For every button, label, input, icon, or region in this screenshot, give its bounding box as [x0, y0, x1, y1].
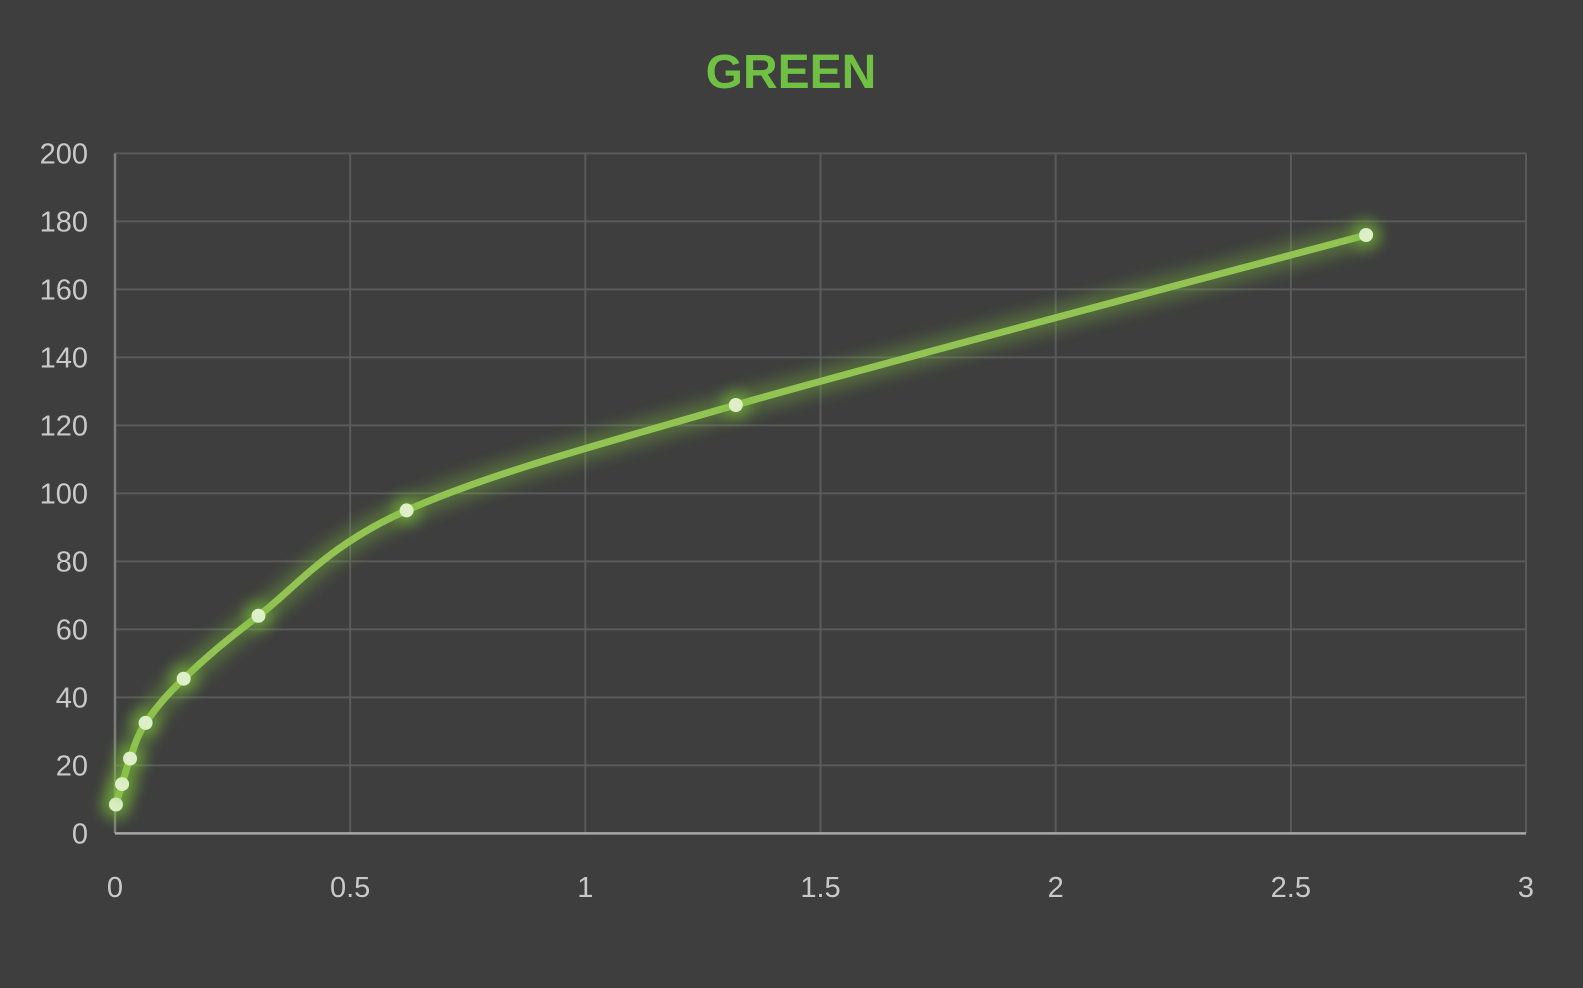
data-point-marker — [108, 797, 123, 812]
y-tick-label: 140 — [40, 342, 88, 374]
x-axis-tick-labels: 0 0.5 1 1.5 2 2.5 3 — [107, 872, 1534, 904]
axis-lines — [113, 153, 1526, 835]
y-axis-tick-labels: 0 20 40 60 80 100 120 140 160 180 200 — [40, 138, 88, 850]
y-tick-label: 120 — [40, 410, 88, 442]
x-tick-label: 0.5 — [330, 872, 370, 904]
data-point-marker — [1359, 228, 1374, 242]
chart-title: GREEN — [706, 46, 877, 99]
y-tick-label: 80 — [56, 546, 88, 578]
y-tick-label: 40 — [56, 682, 88, 714]
data-point-marker — [123, 751, 138, 766]
series-line-glow — [105, 225, 1377, 815]
gridlines — [115, 152, 1527, 834]
x-tick-label: 2.5 — [1271, 872, 1311, 904]
x-tick-label: 1 — [577, 872, 593, 904]
data-point-marker — [138, 715, 153, 730]
y-tick-label: 160 — [40, 274, 88, 306]
data-point-marker — [728, 398, 743, 412]
x-tick-label: 1.5 — [800, 872, 840, 904]
y-tick-label: 200 — [40, 138, 88, 170]
data-point-marker — [115, 777, 130, 792]
series-line — [112, 231, 1370, 808]
data-point-marker — [176, 671, 191, 686]
x-tick-label: 0 — [107, 872, 123, 904]
data-point-marker — [251, 608, 266, 623]
y-tick-label: 180 — [40, 206, 88, 238]
x-tick-label: 2 — [1048, 872, 1064, 904]
data-series-green — [101, 221, 1381, 819]
y-tick-label: 60 — [56, 614, 88, 646]
y-tick-label: 0 — [72, 818, 88, 850]
x-tick-label: 3 — [1518, 872, 1534, 904]
y-tick-label: 100 — [40, 478, 88, 510]
data-point-marker — [399, 503, 414, 518]
y-tick-label: 20 — [56, 750, 88, 782]
